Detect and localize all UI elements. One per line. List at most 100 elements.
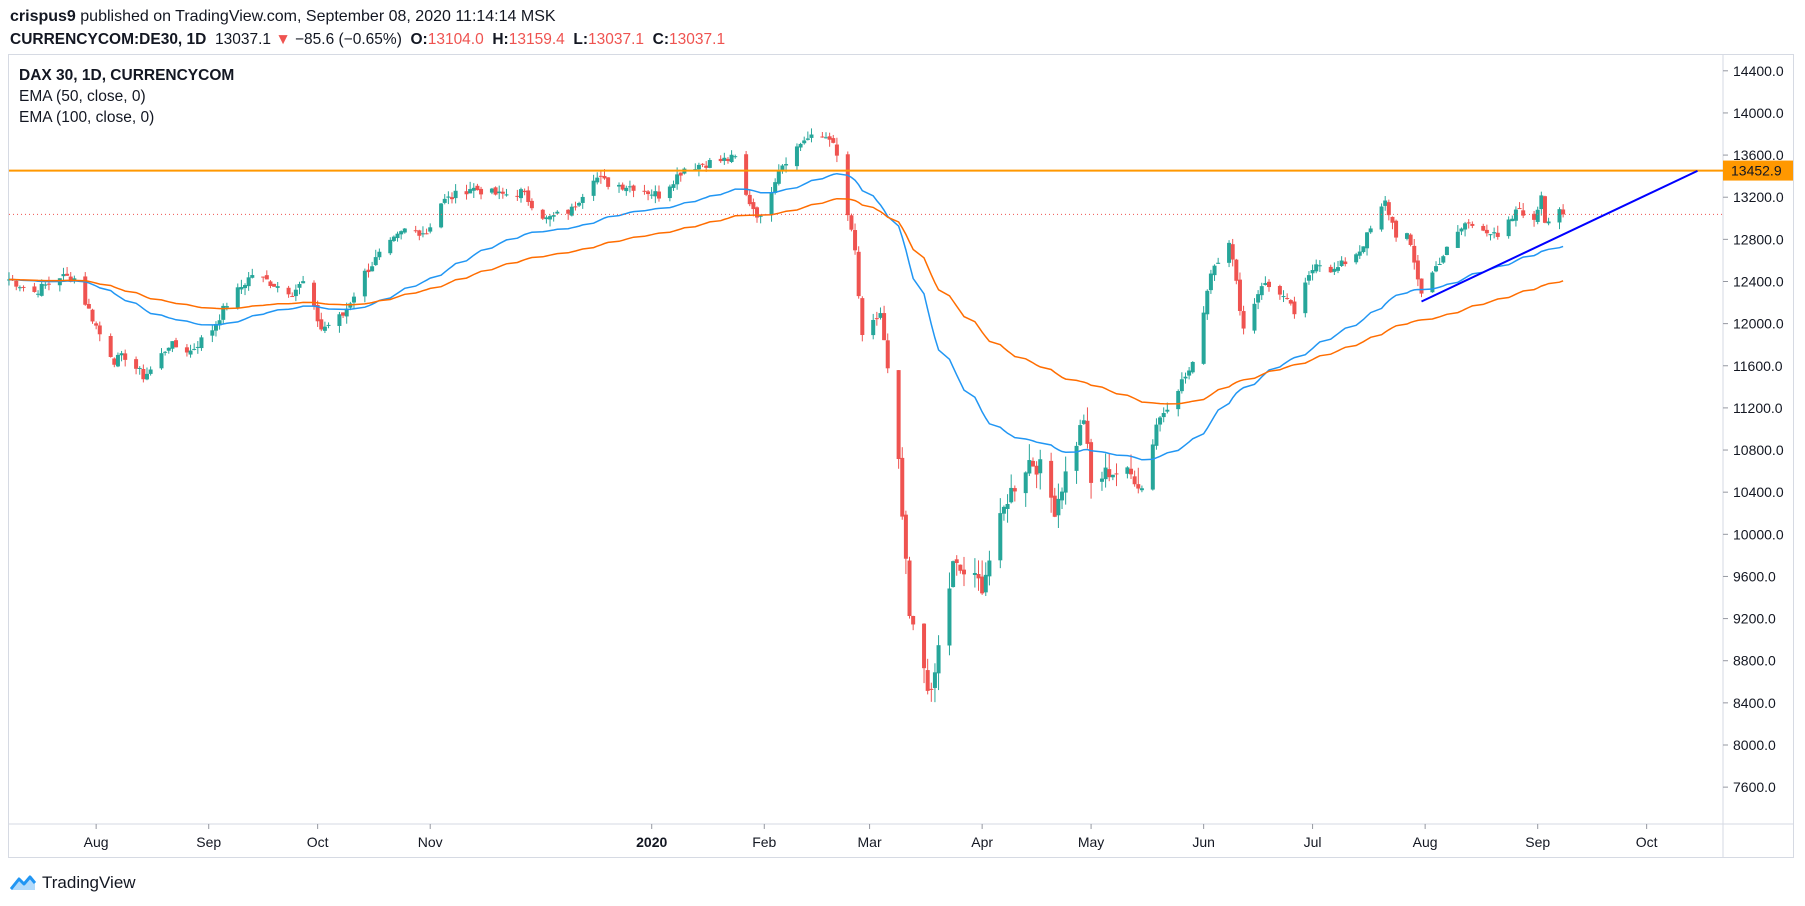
candle-body (1288, 300, 1293, 304)
candle-body (878, 313, 883, 318)
candle-body (192, 348, 197, 350)
ema50-line (9, 172, 1564, 461)
candle-body (580, 196, 585, 203)
candle-body (1187, 370, 1192, 376)
candle-body (747, 194, 752, 205)
candle-body (1259, 286, 1264, 296)
candle-body (1012, 488, 1017, 492)
candle-body (707, 160, 712, 168)
candle-body (235, 287, 240, 308)
candle-body (391, 236, 396, 241)
author-name[interactable]: crispus9 (10, 8, 76, 25)
resistance-price-tag (1723, 160, 1793, 181)
y-tick-label: 7600.0 (1733, 779, 1776, 795)
candle-body (297, 283, 302, 288)
candle-body (366, 269, 371, 273)
candle-body (32, 286, 37, 292)
candle-body (667, 186, 672, 199)
y-tick-label: 8800.0 (1733, 653, 1776, 669)
chart-frame[interactable] (8, 54, 1794, 858)
candle-body (250, 275, 255, 278)
candle-body (922, 623, 927, 669)
candle-body (1030, 460, 1035, 467)
candle-body (642, 190, 647, 192)
candle-body (606, 177, 611, 187)
candle-body (417, 230, 422, 236)
support-trendline (1421, 169, 1698, 303)
candle-body (43, 284, 48, 286)
candle-body (1099, 478, 1104, 482)
candle-body (464, 191, 469, 195)
candle-body (733, 156, 738, 158)
candle-body (1205, 290, 1210, 315)
candle-body (1557, 209, 1562, 223)
candle-body (1412, 245, 1417, 263)
candle-body (413, 230, 418, 232)
tradingview-brand[interactable]: TradingView (10, 873, 136, 893)
candle-body (1060, 491, 1065, 501)
candle-body (402, 228, 407, 233)
candle-body (239, 287, 244, 290)
candle-body (1089, 442, 1094, 483)
candle-body (1495, 232, 1500, 237)
y-tick-label: 9600.0 (1733, 568, 1776, 584)
y-tick-label: 13200.0 (1733, 189, 1784, 205)
legend-ema50[interactable]: EMA (50, close, 0) (19, 88, 146, 105)
x-tick-label: Jul (1304, 834, 1322, 850)
ema100-line (9, 197, 1564, 405)
candle-body (1230, 244, 1235, 260)
candle-body (856, 251, 861, 297)
candle-body (399, 231, 404, 235)
legend-ema100[interactable]: EMA (100, close, 0) (19, 109, 155, 126)
candle-body (1212, 265, 1217, 276)
candle-body (784, 164, 789, 166)
candle-body (166, 347, 171, 351)
high-label: H: (492, 31, 509, 48)
candle-body (1510, 218, 1515, 222)
candle-body (148, 369, 153, 374)
resistance-price-label: 13452.9 (1731, 163, 1782, 179)
candle-body (489, 188, 494, 193)
candle-body (319, 319, 324, 330)
last-price: 13037.1 (215, 31, 272, 48)
candle-body (163, 351, 168, 353)
candle-body (1125, 467, 1130, 474)
x-tick-label: Feb (752, 834, 776, 850)
candle-body (1132, 476, 1137, 485)
legend-symbol[interactable]: DAX 30, 1D, CURRENCYCOM (19, 67, 235, 84)
candle-body (1176, 390, 1181, 410)
candle-body (97, 325, 102, 335)
candle-body (373, 257, 378, 266)
candle-body (199, 337, 204, 349)
candle-body (1365, 232, 1370, 249)
candle-body (1303, 282, 1308, 314)
low-value: 13037.1 (588, 31, 645, 48)
candle-body (907, 560, 912, 617)
candle-body (388, 239, 393, 254)
y-tick-label: 10400.0 (1733, 484, 1784, 500)
candle-body (264, 275, 269, 280)
candle-body (834, 144, 839, 156)
candle-body (544, 217, 549, 220)
candle-body (1161, 413, 1166, 418)
candle-body (849, 215, 854, 230)
candle-body (1328, 266, 1333, 273)
candle-body (1408, 234, 1413, 245)
candle-body (1383, 200, 1388, 206)
x-tick-label: Sep (1525, 834, 1550, 850)
candle-body (475, 185, 480, 191)
candle-body (479, 188, 484, 195)
x-tick-label: Aug (84, 834, 109, 850)
candle-body (377, 251, 382, 258)
candle-body (1001, 506, 1006, 514)
symbol-ohlc-line: CURRENCYCOM:DE30, 1D 13037.1 ▼ −85.6 (−0… (10, 29, 725, 50)
candle-body (1208, 273, 1213, 291)
candle-body (195, 346, 200, 348)
candle-body (718, 158, 723, 162)
candle-body (1455, 231, 1460, 248)
candle-body (94, 323, 99, 326)
candle-body (827, 136, 832, 140)
candle-body (1252, 303, 1257, 331)
price-change: −85.6 (−0.65%) (295, 31, 402, 48)
